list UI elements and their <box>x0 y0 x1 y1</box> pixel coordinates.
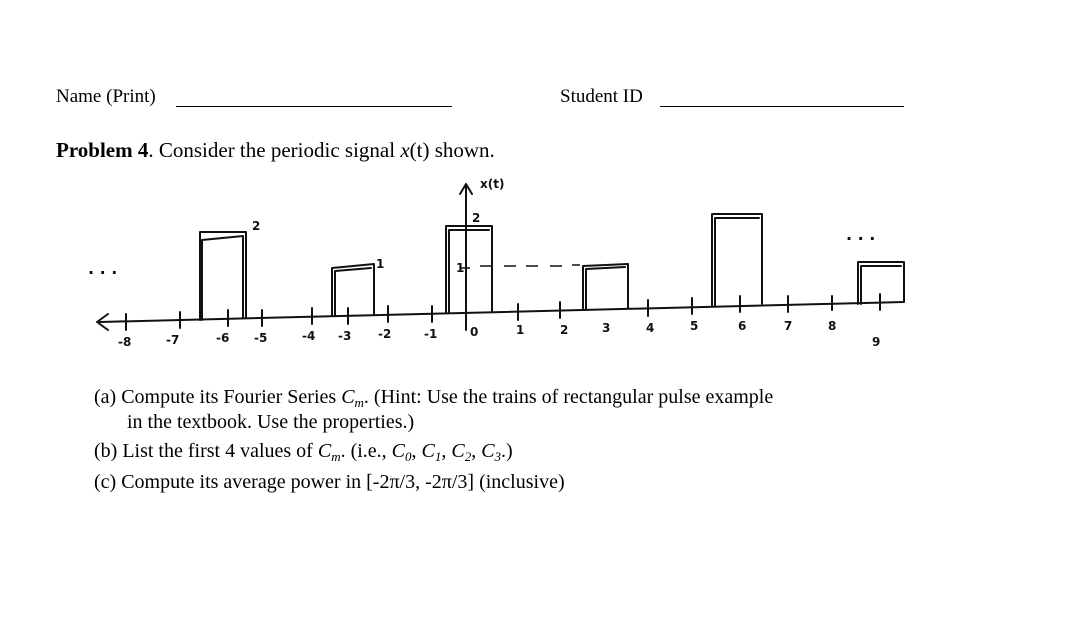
statement-end: shown. <box>429 138 495 162</box>
tick-label: 6 <box>738 319 746 333</box>
pulse-1-inner <box>201 235 244 321</box>
tick-label: 2 <box>560 323 568 337</box>
part-b-prefix: (b) List the first 4 values of <box>94 440 318 462</box>
pulse-3-inner <box>448 229 490 314</box>
tick-label: 8 <box>828 319 836 333</box>
part-b-end: .) <box>501 440 513 462</box>
time-axis <box>99 301 905 323</box>
sep: , <box>411 440 422 462</box>
c0-sub: 0 <box>405 449 412 464</box>
student-id-label: Student ID <box>560 86 643 107</box>
pulse-1 <box>199 231 247 321</box>
signal-arg: (t) <box>409 138 430 162</box>
tick-label: -4 <box>302 329 315 343</box>
c1-sym: C <box>421 440 435 462</box>
c2-sym: C <box>451 440 465 462</box>
tick-label: -1 <box>424 327 437 341</box>
pulse-2-inner <box>334 267 372 317</box>
c3-sym: C <box>481 440 495 462</box>
student-id-field[interactable] <box>660 106 904 107</box>
tick-label: -2 <box>378 327 391 341</box>
axis-ticks <box>125 293 881 331</box>
name-field[interactable] <box>176 106 452 107</box>
pulse-6 <box>857 261 905 305</box>
tick-label: 4 <box>646 321 654 335</box>
tick-label: -5 <box>254 331 267 345</box>
tick-label: 7 <box>784 319 792 333</box>
pulse-5-inner <box>714 217 760 307</box>
axis-arrow-left <box>96 313 109 331</box>
pulse-4 <box>582 263 629 311</box>
pulse-label-1: 2 <box>252 219 260 233</box>
problem-statement: Problem 4. Consider the periodic signal … <box>56 138 495 163</box>
pulse-6-inner <box>860 265 902 305</box>
part-b-sym: C <box>317 440 332 462</box>
part-c: (c) Compute its average power in [-2π/3,… <box>94 471 565 493</box>
part-a-sym: C <box>341 386 355 408</box>
y-axis-label: x(t) <box>480 177 504 191</box>
amplitude-arrow <box>459 183 473 195</box>
tick-label: 0 <box>470 325 478 339</box>
part-b-sub: m <box>331 449 341 464</box>
pulse-3 <box>445 225 493 314</box>
signal-symbol: x <box>400 138 410 162</box>
left-ellipsis: . . . <box>88 259 117 278</box>
part-b-mid: . (i.e., <box>340 440 392 462</box>
sep: , <box>471 440 482 462</box>
c2-sub: 2 <box>464 449 472 464</box>
pulse-4-inner <box>585 266 626 311</box>
c1-sub: 1 <box>434 449 442 464</box>
name-label: Name (Print) <box>56 86 156 107</box>
dashed-reference <box>460 264 580 269</box>
part-a-line2: in the textbook. Use the properties.) <box>127 411 415 433</box>
tick-label: 5 <box>690 319 698 333</box>
statement-text: . Consider the periodic signal <box>148 138 401 162</box>
part-a-sub: m <box>354 395 364 410</box>
tick-label: 9 <box>872 335 880 349</box>
pulse-label-3: 2 <box>472 211 480 225</box>
right-ellipsis: . . . <box>846 225 875 244</box>
tick-label: -6 <box>216 331 229 345</box>
part-a-suffix: . (Hint: Use the trains of rectangular p… <box>363 386 774 408</box>
signal-figure: x(t) . . . . . . 2 1 2 1 -8 -7 -6 -5 -4 … <box>88 177 905 349</box>
part-a-prefix: (a) Compute its Fourier Series <box>94 386 342 408</box>
tick-label: -8 <box>118 335 131 349</box>
x-tick-labels: -8 -7 -6 -5 -4 -3 -2 -1 0 1 2 3 4 5 6 7 … <box>118 319 880 349</box>
sep: , <box>441 440 452 462</box>
pulse-2 <box>331 263 375 317</box>
part-b: (b) List the first 4 values of Cm. (i.e.… <box>94 438 513 470</box>
c0-sym: C <box>391 440 406 462</box>
tick-label: 3 <box>602 321 610 335</box>
tick-label: -3 <box>338 329 351 343</box>
tick-label: -7 <box>166 333 179 347</box>
problem-number: Problem 4 <box>56 138 149 162</box>
pulse-label-2: 1 <box>376 257 384 271</box>
part-a: (a) Compute its Fourier Series Cm. (Hint… <box>94 384 773 416</box>
tick-label: 1 <box>516 323 524 337</box>
pulse-5 <box>711 213 763 307</box>
pulse-label-4: 1 <box>456 261 464 275</box>
c3-sub: 3 <box>494 449 502 464</box>
